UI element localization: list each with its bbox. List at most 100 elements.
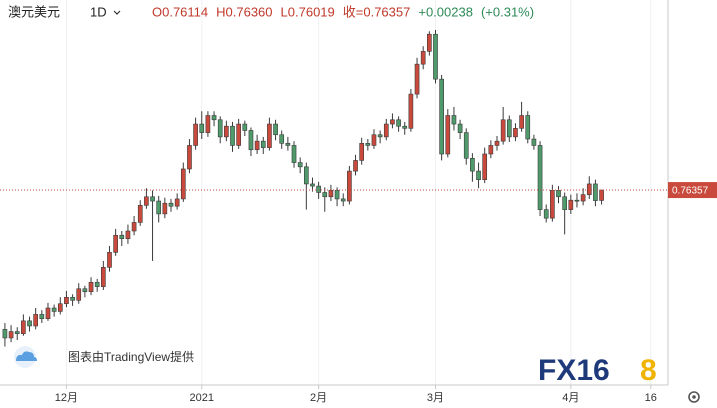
candle-body: [420, 51, 426, 65]
candle-body: [297, 162, 303, 168]
candle-body: [168, 202, 174, 207]
candle-body: [21, 320, 26, 334]
candles: [2, 29, 604, 347]
interval-dropdown[interactable]: [113, 10, 121, 15]
candle-body: [205, 115, 211, 133]
candle-body: [506, 119, 512, 138]
candle-body: [525, 115, 531, 140]
candle-body: [211, 115, 217, 121]
candle-body: [8, 331, 14, 339]
gear[interactable]: [688, 391, 700, 403]
candle-body: [70, 297, 75, 301]
candle-body: [144, 196, 149, 206]
candle-body: [574, 199, 580, 202]
candle-body: [347, 170, 352, 202]
ohlc-value: O0.76114: [152, 4, 208, 19]
candle-body: [291, 145, 297, 163]
candle-body: [76, 288, 82, 301]
candle-body: [371, 134, 377, 146]
candle-body: [328, 190, 334, 198]
candle-body: [248, 130, 254, 151]
ohlc-value: H0.76360: [216, 4, 272, 19]
candle-body: [599, 189, 604, 201]
candle-body: [174, 198, 180, 207]
watermark-text: 8: [640, 354, 657, 387]
candle-body: [457, 123, 463, 133]
candle-body: [131, 222, 137, 232]
attribution: 图表由TradingView提供: [14, 346, 194, 368]
candle-body: [45, 307, 51, 319]
candle-body: [125, 230, 131, 239]
x-tick-label: 2月: [310, 392, 327, 404]
ohlc-value: L0.76019: [281, 4, 335, 19]
candle-body: [113, 234, 118, 253]
candle-body: [396, 119, 401, 127]
candle-body: [427, 33, 432, 52]
candle-body: [303, 166, 309, 185]
candle-body: [390, 119, 395, 125]
candle-body: [273, 123, 278, 136]
candle-body: [334, 190, 340, 200]
candle-body: [580, 194, 586, 202]
watermark-text: FX16: [538, 354, 610, 387]
settings-icon[interactable]: [688, 391, 700, 403]
candle-body: [119, 234, 125, 239]
candle-body: [470, 157, 475, 172]
candle-body: [39, 314, 45, 319]
candle-body: [353, 160, 358, 172]
candle-body: [414, 63, 420, 95]
gear-center[interactable]: [692, 395, 696, 399]
x-tick-label: 3月: [427, 392, 444, 404]
candle-body: [488, 145, 494, 155]
candle-body: [476, 170, 481, 180]
candle-body: [383, 123, 389, 138]
last-price-box: [668, 182, 717, 199]
candle-body: [543, 209, 549, 219]
candle-body: [316, 185, 321, 193]
candle-body: [285, 143, 291, 146]
candle-body: [254, 140, 260, 151]
candle-body: [150, 196, 155, 202]
header: 澳元美元 1D O0.76114 H0.76360 L0.76019 收=0.7635…: [8, 4, 534, 19]
candle-body: [408, 93, 414, 129]
candle-body: [445, 115, 451, 155]
candle-body: [230, 125, 235, 146]
symbol: 澳元美元: [8, 4, 60, 19]
candle-body: [94, 282, 100, 287]
interval[interactable]: 1D: [90, 4, 107, 19]
candle-body: [310, 183, 315, 187]
candle-body: [82, 288, 88, 293]
candle-body: [556, 190, 561, 198]
candle-body: [2, 329, 8, 339]
candle-body: [260, 140, 266, 148]
candle-body: [193, 123, 198, 146]
candle-body: [562, 196, 567, 210]
candle-body: [156, 200, 162, 215]
candle-body: [494, 140, 500, 146]
candle-body: [519, 115, 524, 129]
attribution-text: 图表由TradingView提供: [68, 349, 194, 364]
candle-body: [322, 192, 328, 198]
candle-body: [513, 128, 518, 138]
candle-body: [463, 132, 469, 159]
candle-body: [451, 115, 457, 125]
candle-body: [51, 307, 57, 312]
candle-body: [537, 145, 543, 210]
x-tick-label: 16: [645, 392, 657, 404]
candle-body: [377, 134, 383, 138]
candle-body: [27, 320, 32, 327]
candle-body: [500, 119, 506, 142]
candle-body: [586, 183, 592, 195]
candle-body: [187, 145, 192, 170]
candle-body: [482, 153, 488, 180]
candle-body: [242, 123, 248, 131]
ohlc-value: 收=0.76357: [343, 4, 411, 19]
candle-body: [267, 123, 272, 148]
x-tick-label: 2021: [190, 392, 214, 404]
candle-body: [359, 143, 365, 161]
candle-body: [236, 123, 241, 146]
candle-body: [279, 134, 285, 144]
candle-body: [568, 199, 574, 210]
candle-body: [64, 297, 69, 305]
